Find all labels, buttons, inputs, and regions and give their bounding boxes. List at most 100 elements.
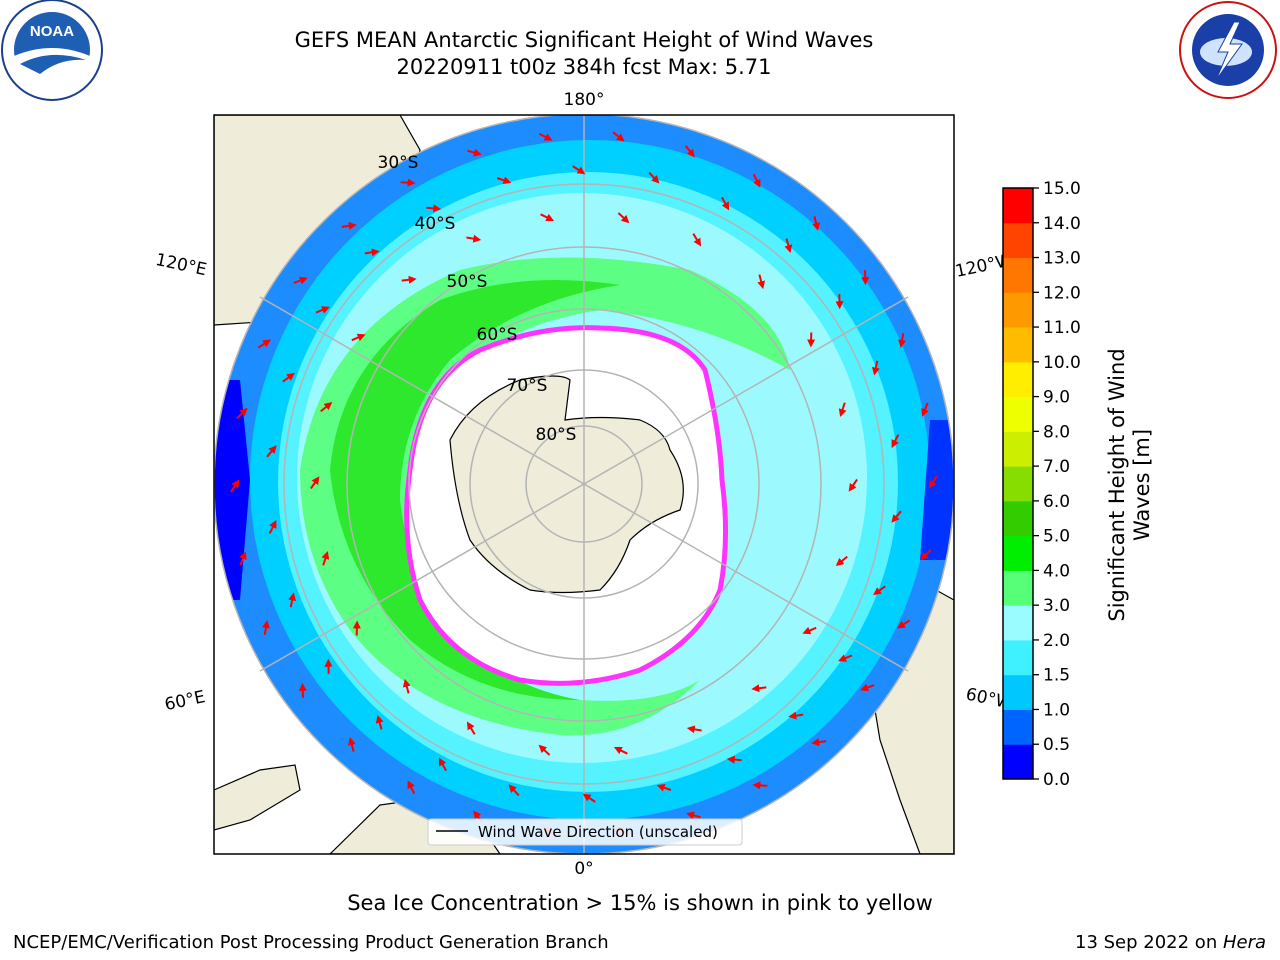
wave-direction-arrow (321, 550, 330, 566)
colorbar-tick-label: 9.0 (1043, 388, 1070, 408)
colorbar: 0.0 0.5 1.0 1.5 2.0 3.0 4.0 5.0 6.0 7.0 8.0 9.0 10.0… (1002, 180, 1081, 790)
wave-direction-arrow (898, 333, 907, 348)
wave-direction-arrow (811, 738, 827, 747)
wave-direction-arrow (788, 711, 804, 720)
wave-direction-arrow (236, 407, 248, 420)
colorbar-segment (1003, 361, 1033, 398)
nws-logo (1179, 1, 1277, 99)
colorbar-label: Significant Height of Wind Waves [m] (1105, 348, 1154, 621)
wave-direction-arrow (402, 678, 411, 694)
wave-direction-arrow (784, 238, 793, 254)
wave-direction-arrow (288, 592, 297, 608)
wave-direction-arrow (320, 401, 333, 413)
wave-direction-arrow (467, 148, 482, 157)
wave-direction-arrow (692, 233, 702, 247)
colorbar-tick-label: 1.0 (1043, 700, 1070, 720)
colorbar-tick-label: 8.0 (1043, 422, 1070, 442)
wave-direction-arrow (426, 204, 442, 213)
lat-label-80s: 80°S (536, 425, 577, 445)
colorbar-tick-label: 0.5 (1043, 735, 1070, 755)
wave-direction-arrow (838, 402, 847, 418)
wave-direction-arrow (757, 274, 766, 290)
colorbar-segment (1003, 605, 1033, 641)
wave-direction-arrow (871, 360, 880, 376)
colorbar-tick-label: 15.0 (1043, 180, 1081, 199)
wave-direction-arrow (239, 551, 247, 566)
colorbar-tick-label: 1.5 (1043, 666, 1070, 686)
wave-direction-arrow (538, 744, 551, 756)
lon-label-180: 180° (564, 90, 605, 110)
colorbar-label-line2: Waves [m] (1130, 429, 1154, 541)
wave-direction-arrow (261, 620, 270, 635)
colorbar-label-line1: Significant Height of Wind (1105, 348, 1129, 621)
footer-date: 13 Sep 2022 on Hera (1075, 932, 1266, 953)
colorbar-segment (1003, 500, 1033, 537)
lon-label-0: 0° (574, 859, 593, 879)
map-legend: Wind Wave Direction (unscaled) (427, 818, 743, 846)
colorbar-tick-label: 6.0 (1043, 492, 1070, 512)
wave-direction-arrow (891, 434, 900, 449)
wave-direction-arrow (721, 196, 730, 211)
wave-direction-arrow (891, 510, 902, 523)
colorbar-segment (1003, 188, 1033, 224)
wave-direction-arrow (400, 178, 416, 187)
wave-direction-arrow (508, 784, 520, 797)
wave-direction-arrow (873, 585, 886, 596)
wave-direction-arrow (726, 755, 742, 764)
wave-direction-arrow (466, 721, 476, 735)
sea-ice-note: Sea Ice Concentration > 15% is shown in … (347, 891, 933, 915)
wave-direction-arrow (920, 548, 932, 561)
map-title: GEFS MEAN Antarctic Significant Height o… (294, 28, 874, 52)
colorbar-tick-label: 11.0 (1043, 318, 1081, 338)
map-frame (213, 114, 955, 855)
wave-direction-arrow (310, 476, 320, 490)
wave-direction-arrow (752, 173, 761, 188)
wave-direction-arrow (751, 684, 767, 693)
wave-direction-arrow (802, 626, 817, 635)
footer-host: Hera (1222, 932, 1266, 953)
colorbar-segment (1003, 535, 1033, 571)
wave-direction-arrow (752, 781, 768, 790)
wave-direction-arrow (466, 234, 482, 243)
colorbar-segment (1003, 639, 1033, 676)
wave-direction-arrow (686, 811, 701, 820)
wave-direction-arrow (572, 165, 586, 175)
wave-direction-arrow (230, 479, 240, 493)
wave-direction-arrow (612, 131, 625, 142)
wave-height-field (214, 115, 954, 854)
colorbar-segment (1003, 744, 1033, 780)
wave-direction-arrow (375, 714, 384, 730)
wave-direction-arrow (648, 171, 660, 184)
colorbar-segment (1003, 292, 1033, 328)
wave-direction-arrow (538, 132, 553, 141)
wave-direction-arrow (351, 333, 366, 342)
wave-direction-arrow (835, 555, 848, 567)
colorbar-segment (1003, 396, 1033, 432)
colorbar-tick-label: 3.0 (1043, 596, 1070, 616)
colorbar-segment (1003, 674, 1033, 710)
colorbar-tick-label: 12.0 (1043, 283, 1081, 303)
lat-label-50s: 50°S (447, 272, 488, 292)
wave-direction-arrow (812, 216, 820, 231)
colorbar-segment (1003, 466, 1033, 502)
wave-direction-arrow (656, 783, 672, 792)
colorbar-segment (1003, 709, 1033, 745)
antarctica-land (449, 375, 684, 594)
lat-label-40s: 40°S (415, 214, 456, 234)
wave-direction-arrow (617, 212, 630, 224)
wave-direction-arrow (897, 619, 911, 629)
wave-direction-arrow (282, 372, 295, 383)
wave-direction-arrow (348, 737, 356, 752)
lon-label-60e: 60°E (163, 687, 207, 715)
footer-producer: NCEP/EMC/Verification Post Processing Pr… (13, 932, 609, 953)
wave-direction-arrow (848, 478, 858, 492)
wave-direction-arrow (341, 221, 357, 230)
wave-direction-arrow (613, 746, 628, 755)
colorbar-tick-label: 5.0 (1043, 527, 1070, 547)
wave-direction-arrow (684, 145, 695, 158)
colorbar-tick-label: 0.0 (1043, 770, 1070, 790)
colorbar-tick-label: 10.0 (1043, 353, 1081, 373)
noaa-logo: NOAA (1, 0, 103, 101)
lat-label-60s: 60°S (477, 325, 518, 345)
